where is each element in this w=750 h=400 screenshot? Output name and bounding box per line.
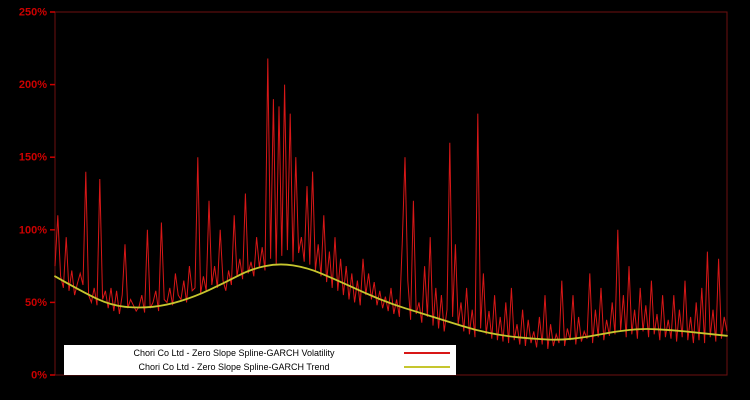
chart-legend: Chori Co Ltd - Zero Slope Spline-GARCH V… — [64, 345, 456, 375]
y-tick-label: 0% — [31, 370, 47, 382]
y-tick-label: 250% — [19, 7, 47, 19]
y-tick-label: 200% — [19, 79, 47, 91]
legend-line-sample-trend — [404, 366, 450, 368]
volatility-series-line — [54, 58, 728, 349]
chart-series — [54, 58, 728, 349]
plot-frame — [54, 11, 728, 376]
trend-series-line — [54, 263, 728, 341]
y-tick-label: 50% — [25, 297, 47, 309]
y-tick-label: 150% — [19, 152, 47, 164]
legend-entry-trend: Chori Co Ltd - Zero Slope Spline-GARCH T… — [70, 360, 450, 374]
y-axis-ticks: 0% 50% 100% 150% 200% 250% — [19, 7, 55, 382]
legend-label-trend: Chori Co Ltd - Zero Slope Spline-GARCH T… — [138, 362, 330, 372]
legend-entry-volatility: Chori Co Ltd - Zero Slope Spline-GARCH V… — [70, 346, 450, 360]
legend-line-sample-volatility — [404, 352, 450, 354]
legend-label-volatility: Chori Co Ltd - Zero Slope Spline-GARCH V… — [133, 348, 335, 358]
y-tick-label: 100% — [19, 224, 47, 236]
